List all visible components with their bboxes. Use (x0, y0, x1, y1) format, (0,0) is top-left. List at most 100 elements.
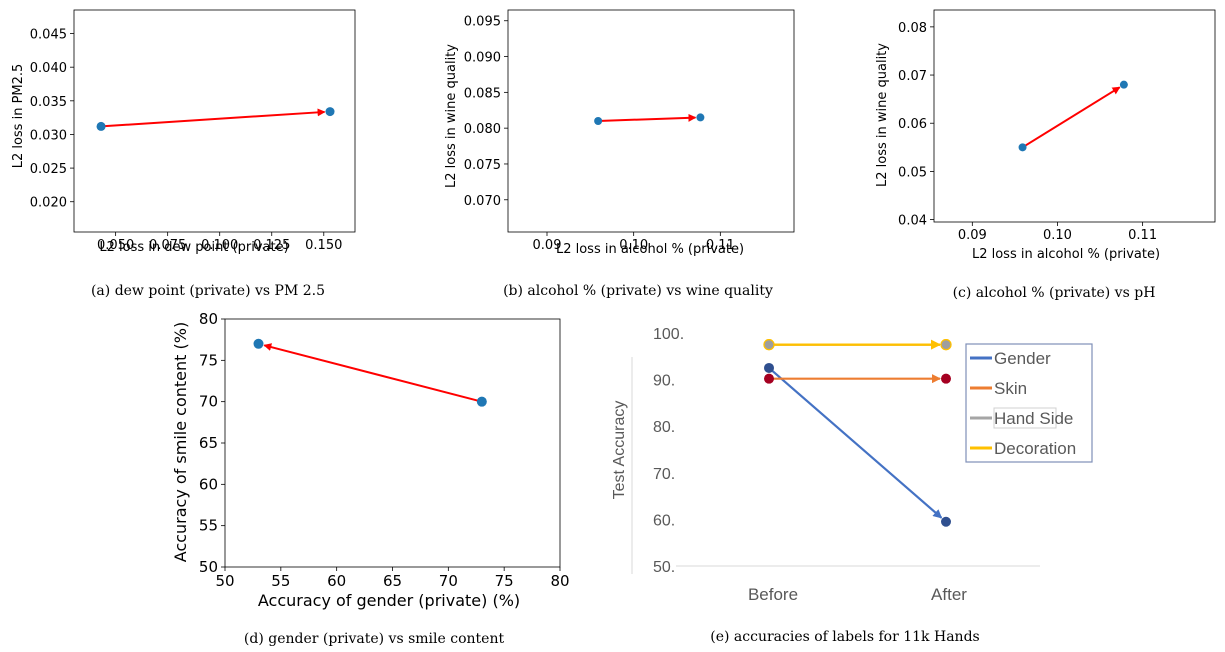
ylabel-c: L2 loss in wine quality (875, 43, 890, 187)
y-tick-label: 50 (199, 558, 218, 576)
y-tick-label: 75 (199, 351, 218, 369)
caption-b: (b) alcohol % (private) vs wine quality (503, 283, 773, 299)
arrow-b (598, 113, 697, 122)
y-tick-label: 0.030 (30, 128, 67, 143)
y-tick-label: 60. (653, 512, 675, 529)
y-tick-label: 0.070 (464, 194, 501, 209)
data-point (594, 117, 603, 125)
x-tick-label: 0.100 (201, 238, 238, 253)
data-point (1018, 143, 1027, 152)
y-tick-label: 0.04 (898, 214, 927, 229)
chart-d: 50 55 60 65 70 75 80 50 55 60 65 70 75 80 (199, 310, 570, 590)
series-point-decoration (940, 339, 952, 351)
series-line-gender (768, 367, 943, 519)
y-tick-label: 0.080 (464, 122, 501, 137)
caption-e: (e) accuracies of labels for 11k Hands (710, 629, 979, 645)
x-category-label: Before (748, 585, 798, 604)
xlabel-b: L2 loss in alcohol % (private) (556, 242, 744, 257)
legend-inner-box (993, 407, 1057, 429)
x-tick-label: 0.150 (305, 238, 342, 253)
series-point-skin (764, 373, 774, 384)
y-tick-label: 0.05 (898, 165, 927, 180)
chart-e: 50. 60. 70. 80. 90. 100. Before After (653, 326, 967, 604)
x-tick-label: 65 (383, 572, 402, 590)
y-tick-label: 0.020 (30, 196, 67, 211)
x-tick-label: 60 (327, 572, 346, 590)
chart-b: 0.09 0.10 0.11 0.070 0.075 0.080 0.085 0.090 0.0… (464, 9, 795, 253)
x-tick-label: 75 (495, 572, 514, 590)
ylabel-e: Test Accuracy (611, 401, 628, 500)
y-tick-label: 0.035 (30, 95, 67, 110)
y-tick-label: 80. (653, 419, 675, 436)
y-tick-label: 90. (653, 373, 675, 390)
y-tick-label: 0.08 (898, 21, 927, 36)
y-tick-label: 0.090 (464, 51, 501, 66)
legend-label-hand-side: Hand Side (994, 409, 1073, 428)
y-tick-label: 100. (653, 326, 684, 343)
x-tick-label: 0.125 (253, 238, 290, 253)
x-tick-label: 0.075 (149, 238, 186, 253)
arrow-a (100, 108, 326, 128)
x-tick-label: 70 (439, 572, 458, 590)
y-tick-label: 50. (653, 559, 675, 576)
x-category-label: After (931, 585, 967, 604)
y-tick-label: 55 (199, 517, 218, 535)
chart-a: 0.050 0.075 0.100 0.125 0.150 0.020 0.025 0.030… (30, 9, 356, 253)
ylabel-d: Accuracy of smile content (%) (171, 322, 190, 562)
data-point (96, 121, 106, 131)
y-tick-label: 70 (199, 393, 218, 411)
y-tick-label: 0.040 (30, 61, 67, 76)
y-tick-label: 0.06 (898, 117, 927, 132)
series-point-skin (941, 373, 951, 384)
x-tick-label: 0.09 (958, 228, 987, 243)
data-point (1119, 80, 1128, 89)
x-tick-label: 0.11 (1128, 228, 1157, 243)
plot-frame-a (73, 9, 356, 233)
ylabel-a: L2 loss in PM2.5 (11, 64, 26, 169)
x-tick-label: 55 (271, 572, 290, 590)
data-point (253, 338, 264, 349)
series-point-decoration (763, 339, 775, 351)
y-tick-label: 0.025 (30, 162, 67, 177)
arrow-d (263, 343, 483, 403)
caption-d: (d) gender (private) vs smile content (244, 631, 505, 647)
x-tick-label: 0.10 (1043, 228, 1072, 243)
y-tick-label: 0.07 (898, 69, 927, 84)
plots-layer: 0.050 0.075 0.100 0.125 0.150 0.020 0.025 0.030… (30, 9, 1216, 604)
y-tick-label: 65 (199, 434, 218, 452)
x-tick-label: 0.11 (706, 238, 735, 253)
x-tick-label: 0.050 (97, 238, 134, 253)
arrow-c (1022, 86, 1121, 149)
x-tick-label: 50 (215, 572, 234, 590)
xlabel-a: L2 loss in dew point (private) (99, 240, 288, 255)
xlabel-d: Accuracy of gender (private) (%) (258, 591, 520, 610)
x-tick-label: 80 (550, 572, 569, 590)
series-point-gender (941, 516, 951, 527)
legend-label-decoration: Decoration (994, 439, 1076, 458)
data-point (696, 113, 705, 122)
plot-frame-d (224, 318, 561, 568)
legend-label-gender: Gender (994, 349, 1051, 368)
data-point (325, 107, 335, 117)
x-tick-label: 0.10 (619, 238, 648, 253)
series-point-gender (764, 362, 774, 373)
ylabel-b: L2 loss in wine quality (444, 44, 459, 188)
legend-e: Gender Skin Hand Side Decoration (965, 343, 1093, 463)
data-point (476, 396, 487, 407)
xlabel-c: L2 loss in alcohol % (private) (972, 247, 1160, 262)
y-tick-label: 70. (653, 466, 675, 483)
caption-a: (a) dew point (private) vs PM 2.5 (91, 283, 325, 299)
y-tick-label: 80 (199, 310, 218, 328)
y-tick-label: 60 (199, 475, 218, 493)
legend-box (965, 343, 1093, 463)
x-tick-label: 0.09 (533, 238, 562, 253)
y-tick-label: 0.075 (464, 158, 501, 173)
plot-frame-b (507, 9, 795, 233)
plot-frame-c (933, 9, 1216, 223)
caption-c: (c) alcohol % (private) vs pH (953, 285, 1156, 301)
y-tick-label: 0.095 (464, 15, 501, 30)
legend-label-skin: Skin (994, 379, 1027, 398)
chart-c: 0.09 0.10 0.11 0.04 0.05 0.06 0.07 0.08 (898, 9, 1216, 243)
y-tick-label: 0.045 (30, 28, 67, 43)
